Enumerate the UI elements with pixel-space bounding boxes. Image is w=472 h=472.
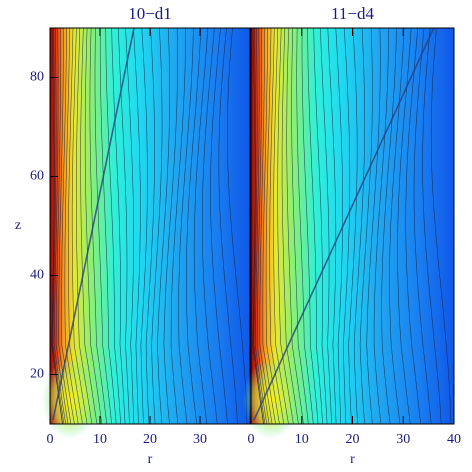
contour-line [413, 27, 432, 425]
contour-line [58, 28, 72, 425]
contour-line [301, 27, 319, 425]
contour-line [389, 27, 405, 425]
x-tick-label: 20 [346, 432, 360, 447]
contour-line [163, 27, 178, 425]
front-line [253, 27, 435, 421]
contour-line [125, 27, 135, 425]
contour-line [327, 27, 337, 425]
contour-line [61, 27, 75, 425]
contour-line [366, 27, 381, 425]
contour-line [210, 27, 228, 425]
contour-line [64, 27, 79, 425]
contour-line [254, 27, 267, 425]
contour-line [145, 27, 156, 425]
contour-field [251, 28, 454, 424]
front-line [52, 27, 135, 421]
contour-line [342, 27, 351, 425]
contour-line [296, 27, 314, 425]
contour-line [286, 27, 304, 425]
contour-line [140, 27, 148, 425]
contour-line [430, 27, 452, 425]
contour-line [105, 27, 121, 425]
contour-line [193, 27, 209, 425]
contour-line [53, 27, 66, 425]
contour-line [405, 27, 421, 425]
contour-line [253, 27, 266, 425]
contour-line [55, 27, 69, 425]
contour-line [281, 27, 299, 425]
contour-line [151, 27, 163, 425]
contour-line [313, 27, 328, 425]
contour-line [133, 27, 141, 425]
contour-line [76, 27, 93, 425]
contour-line [373, 28, 389, 425]
y-axis-label: z [15, 218, 21, 233]
y-tick-label: 20 [30, 367, 44, 382]
x-tick-label: 40 [447, 432, 461, 447]
x-axis-label: r [350, 452, 355, 467]
contour-line [185, 27, 202, 425]
contour-line [353, 27, 366, 425]
panel-title: 10−d1 [128, 4, 172, 23]
y-tick-label: 40 [30, 268, 44, 283]
contour-line [157, 27, 171, 425]
x-tick-label: 20 [143, 432, 157, 447]
contour-line [291, 27, 309, 425]
x-tick-label: 10 [295, 432, 309, 447]
contour-line [84, 27, 103, 425]
contour-line [68, 27, 83, 425]
contour-line [359, 27, 373, 425]
contour-line [71, 27, 88, 425]
panel-title: 11−d4 [331, 4, 374, 23]
contour-line [218, 27, 238, 425]
contour-line [99, 27, 117, 425]
contour-line [256, 27, 270, 425]
contour-line [269, 27, 285, 425]
x-tick-label: 30 [396, 432, 410, 447]
y-tick-label: 80 [30, 70, 44, 85]
contour-line [227, 27, 248, 425]
contour-line [178, 27, 194, 425]
contour-line [265, 27, 280, 425]
contour-line [52, 27, 65, 425]
contour-line [201, 27, 218, 425]
contour-line [80, 27, 98, 425]
contour-line [307, 27, 323, 425]
y-tick-label: 60 [30, 169, 44, 184]
contour-line [320, 27, 332, 425]
x-tick-label: 0 [47, 432, 54, 447]
contour-line [51, 27, 63, 425]
x-tick-label: 0 [248, 432, 255, 447]
contour-line [381, 27, 397, 425]
contour-line [259, 28, 273, 425]
contour-field [50, 28, 250, 424]
contour-line [348, 27, 358, 425]
x-tick-label: 30 [193, 432, 207, 447]
contour-line [397, 27, 412, 425]
contour-line [94, 27, 112, 425]
contour-line [422, 27, 442, 425]
x-tick-label: 10 [93, 432, 107, 447]
x-axis-label: r [148, 452, 153, 467]
contour-line [262, 27, 276, 425]
contour-line [170, 27, 186, 425]
contour-line [111, 27, 126, 425]
contour-line [273, 27, 289, 425]
contour-line [252, 27, 264, 425]
